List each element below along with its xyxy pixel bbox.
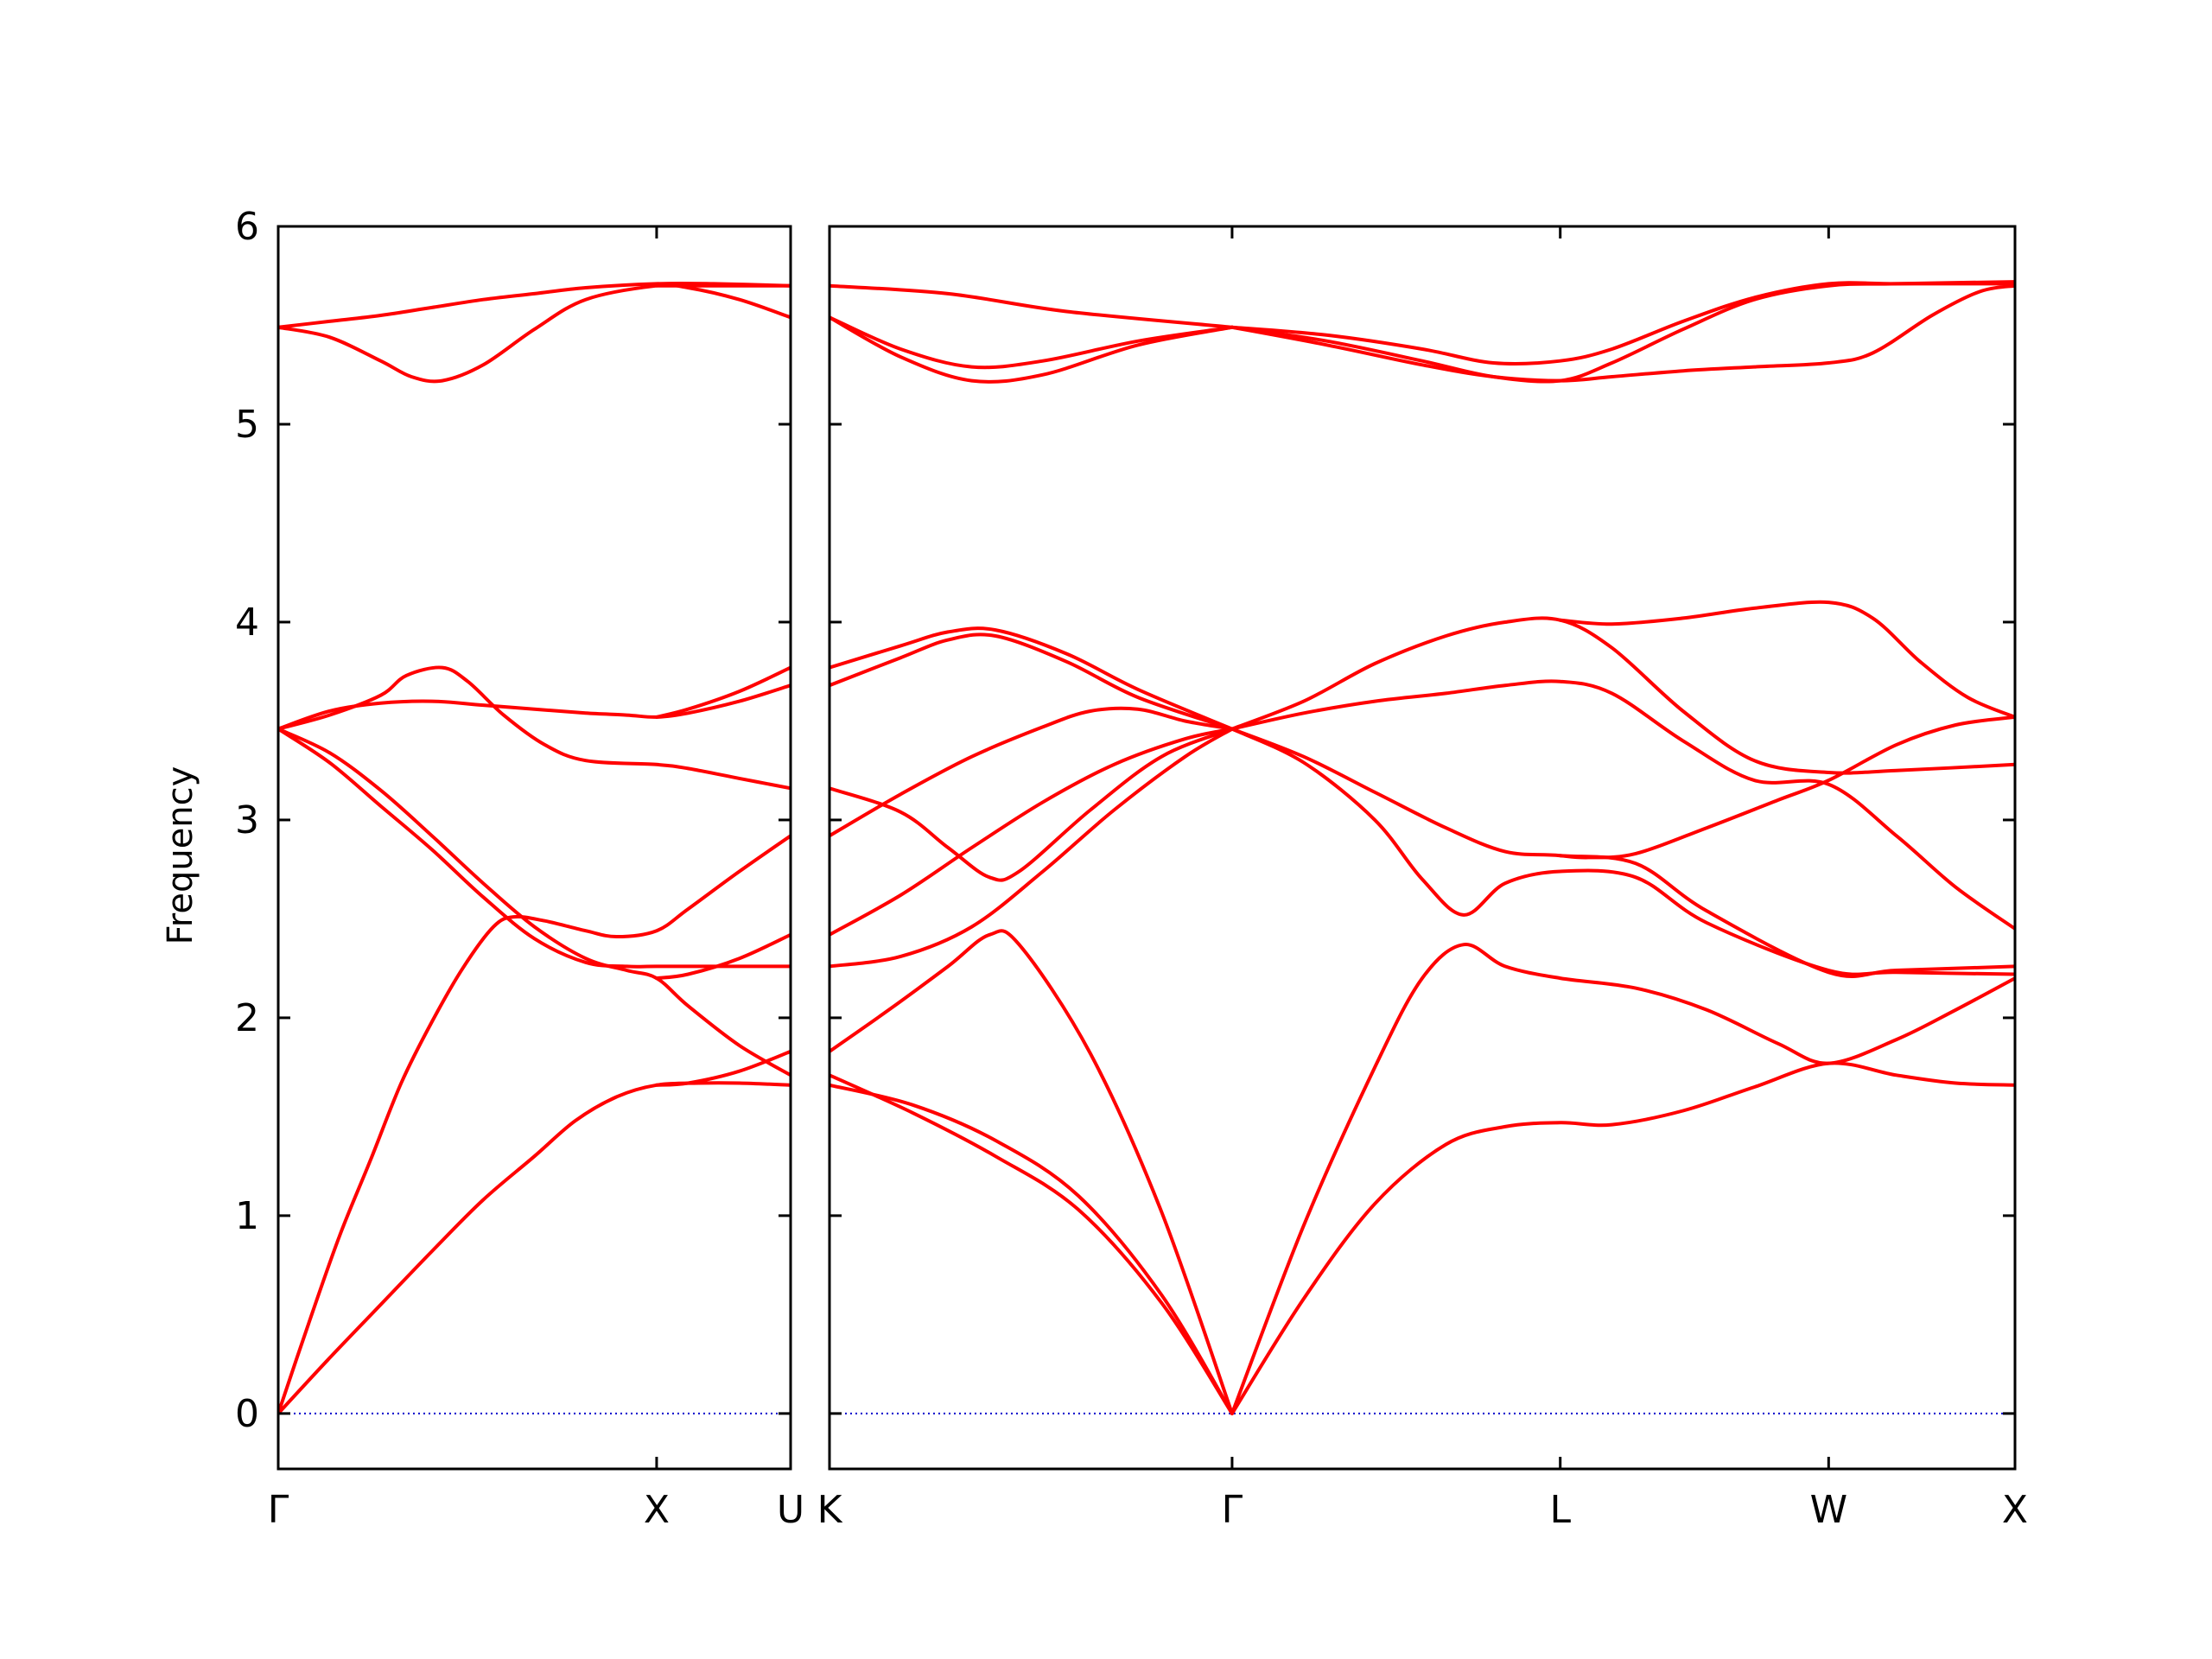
y-tick-label: 1 xyxy=(235,1194,259,1238)
band-line xyxy=(278,665,791,791)
band-line xyxy=(830,727,1234,937)
panel-frame xyxy=(828,225,2017,1471)
band-lines xyxy=(278,281,791,1415)
x-tick-label: X xyxy=(644,1488,670,1532)
band-line xyxy=(278,683,791,731)
y-tick-label: 5 xyxy=(235,403,259,447)
band-line xyxy=(278,727,791,1077)
band-line xyxy=(830,315,1234,384)
x-tick-label: K xyxy=(817,1488,843,1532)
band-line xyxy=(830,727,1234,882)
band-line xyxy=(1230,283,2015,383)
plot-panels: 0 1 2 3 4 5 6 Γ X U K Γ L W X xyxy=(235,205,2028,1532)
band-line xyxy=(830,706,1234,838)
x-tick-label: L xyxy=(1549,1488,1571,1532)
x-tick-label: Γ xyxy=(268,1488,289,1532)
x-tick-label: Γ xyxy=(1222,1488,1243,1532)
band-line xyxy=(1230,727,2015,976)
y-tick-label: 2 xyxy=(235,996,259,1040)
band-line xyxy=(830,626,1234,731)
band-line xyxy=(1558,600,2015,719)
band-line xyxy=(278,1081,791,1415)
band-line xyxy=(1230,280,2015,384)
band-line xyxy=(1558,715,2015,860)
band-line xyxy=(830,283,1234,329)
x-tick-label: X xyxy=(2002,1488,2028,1532)
band-line xyxy=(1230,1061,2015,1415)
band-line xyxy=(278,281,791,329)
y-axis-label: Frequency xyxy=(161,766,200,945)
band-lines xyxy=(830,280,2015,1415)
y-tick-label: 6 xyxy=(235,205,259,249)
band-line xyxy=(830,315,1234,370)
y-tick-label: 4 xyxy=(235,601,259,645)
band-line xyxy=(830,1083,1234,1415)
x-tick-label: U xyxy=(777,1488,804,1532)
y-tick-label: 0 xyxy=(235,1392,259,1436)
x-tick-label: W xyxy=(1810,1488,1848,1532)
band-line xyxy=(830,1073,1234,1415)
band-line xyxy=(830,727,1234,969)
band-line xyxy=(1230,679,2015,931)
y-tick-label: 3 xyxy=(235,798,259,842)
band-line xyxy=(654,932,791,981)
band-line xyxy=(654,665,791,719)
band-line xyxy=(278,834,791,1415)
band-line xyxy=(654,1049,791,1087)
panel-frame xyxy=(276,225,792,1471)
band-line xyxy=(1230,943,2015,1415)
band-line xyxy=(830,632,1234,731)
panel-1: 0 1 2 3 4 5 6 Γ X U xyxy=(235,205,804,1532)
band-line xyxy=(278,727,791,969)
band-line xyxy=(278,283,791,384)
band-line xyxy=(830,929,1234,1415)
